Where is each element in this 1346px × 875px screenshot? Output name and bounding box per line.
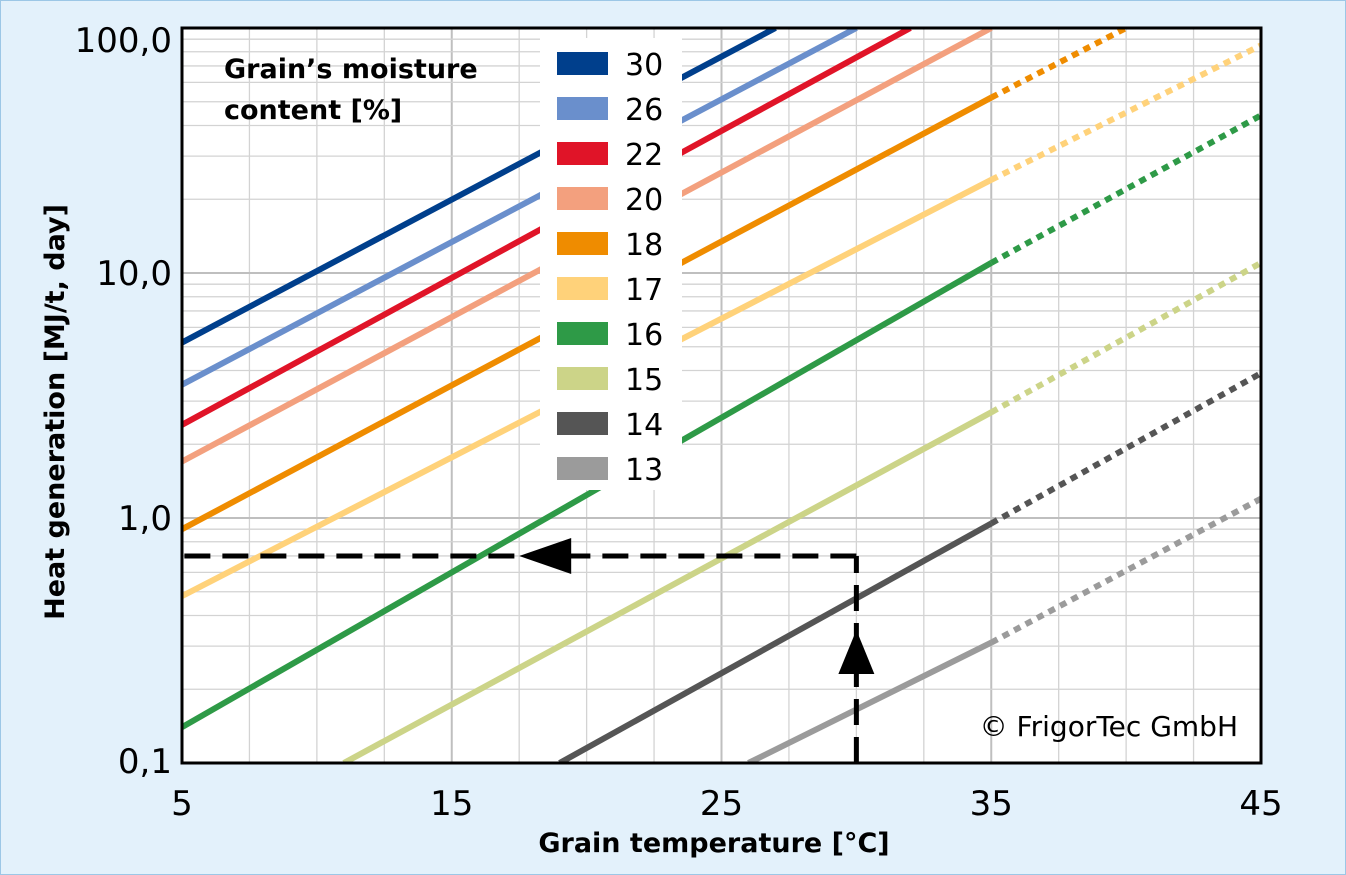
series-16 (182, 112, 1261, 730)
x-tick-label: 15 (430, 784, 473, 824)
legend-label-15: 15 (625, 363, 663, 398)
legend-swatch-15 (557, 367, 608, 390)
x-tick-label: 5 (171, 784, 193, 824)
x-axis-label: Grain temperature [°C] (538, 828, 889, 859)
legend-swatch-16 (557, 322, 608, 345)
legend-label-30: 30 (625, 48, 663, 83)
legend-label-14: 14 (625, 408, 663, 443)
y-tick-label: 1,0 (118, 499, 172, 539)
series-15 (342, 260, 1261, 763)
arrow-up-icon (838, 630, 875, 674)
x-tick-label: 35 (970, 784, 1013, 824)
y-tick-label: 100,0 (75, 21, 172, 61)
legend-swatch-13 (557, 457, 608, 480)
y-tick-label: 0,1 (118, 742, 172, 782)
series-26 (182, 28, 858, 388)
axis-ticks: 5 15 25 35 45 0,1 1,0 10,0 100,0 (75, 21, 1283, 824)
x-tick-label: 25 (700, 784, 743, 824)
series-line-extrapolated (989, 42, 1261, 183)
legend-swatch-18 (557, 232, 608, 255)
arrow-left-icon (519, 537, 572, 574)
copyright-text: © FrigorTec GmbH (980, 710, 1238, 743)
series-14 (558, 370, 1261, 763)
y-tick-label: 10,0 (96, 254, 172, 294)
legend-title-line-2: content [%] (224, 95, 402, 126)
legend-label-20: 20 (625, 183, 663, 218)
legend-swatch-30 (557, 52, 608, 75)
plot-border (180, 26, 1263, 765)
legend-label-16: 16 (625, 318, 663, 353)
series-line (342, 409, 993, 763)
legend-label-18: 18 (625, 228, 663, 263)
series-line (558, 520, 993, 763)
series-lines (182, 28, 1261, 763)
reading-path-annotation (182, 537, 875, 763)
y-axis-label: Heat generation [MJ/t, day] (40, 204, 71, 620)
legend: Grain’s moisture content [%] 30 26 22 20 18 1… (224, 38, 682, 490)
legend-label-13: 13 (625, 453, 663, 488)
series-line (182, 28, 858, 388)
legend-swatch-14 (557, 412, 608, 435)
series-line (747, 639, 993, 763)
legend-title-line-1: Grain’s moisture (224, 54, 478, 85)
x-tick-label: 45 (1239, 784, 1282, 824)
legend-label-17: 17 (625, 273, 663, 308)
legend-swatch-20 (557, 187, 608, 210)
series-13 (747, 495, 1261, 763)
legend-label-26: 26 (625, 93, 663, 128)
legend-label-22: 22 (625, 138, 663, 173)
legend-swatch-22 (557, 142, 608, 165)
legend-swatch-17 (557, 277, 608, 300)
legend-swatch-26 (557, 97, 608, 120)
series-line (182, 260, 993, 730)
